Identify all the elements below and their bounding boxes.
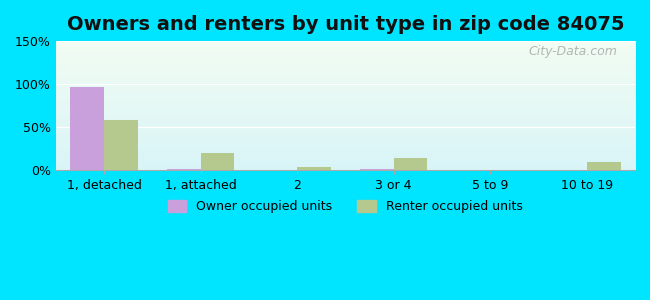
Title: Owners and renters by unit type in zip code 84075: Owners and renters by unit type in zip c… xyxy=(66,15,624,34)
Bar xyxy=(167,169,201,170)
Bar xyxy=(360,169,394,170)
Text: City-Data.com: City-Data.com xyxy=(528,45,618,58)
Bar xyxy=(587,163,621,170)
Bar xyxy=(104,120,138,170)
Bar xyxy=(70,87,104,170)
Legend: Owner occupied units, Renter occupied units: Owner occupied units, Renter occupied un… xyxy=(162,195,528,218)
Bar xyxy=(201,153,235,170)
Bar xyxy=(297,167,331,170)
Bar xyxy=(394,158,428,170)
